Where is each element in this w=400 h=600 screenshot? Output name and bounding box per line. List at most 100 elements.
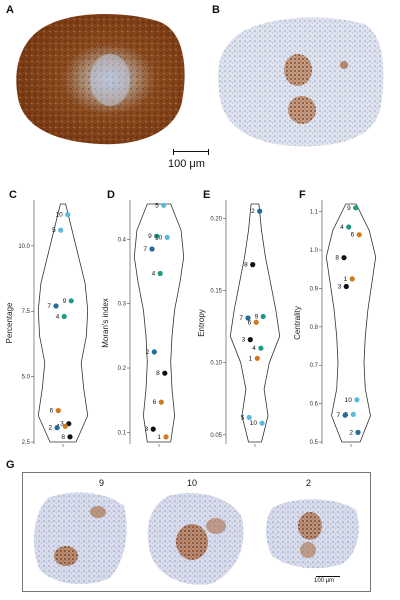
violin-panel-2: 0.1 0.2 0.3 0.4 Moran's index 5 9 10 7 4 2 8 6 3 1 <box>101 200 185 447</box>
violin-outline <box>325 203 377 443</box>
data-point-label-7: 7 <box>47 303 51 310</box>
panel-label-a: A <box>6 4 14 16</box>
data-point-label-1: 1 <box>249 355 253 362</box>
data-point-5 <box>58 227 64 233</box>
data-point-label-5: 5 <box>52 227 56 234</box>
data-point-7 <box>245 315 251 321</box>
data-point-label-9: 9 <box>148 233 152 240</box>
data-point-3 <box>247 337 253 343</box>
y-tick-label: 0.8 <box>310 325 319 331</box>
data-point-10 <box>354 397 360 403</box>
g-label-9: 9 <box>99 478 105 488</box>
panel-label-c: C <box>9 189 17 201</box>
data-point-label-6: 6 <box>351 232 355 239</box>
y-tick-label: 2.5 <box>22 440 31 446</box>
data-point-label-8: 8 <box>244 262 248 269</box>
data-point-3 <box>343 283 349 290</box>
panel-label-b: B <box>212 4 220 16</box>
y-tick-label: 0.3 <box>118 302 127 308</box>
data-point-9 <box>260 313 266 320</box>
data-point-label-3: 3 <box>145 426 149 433</box>
data-point-label-8: 8 <box>61 434 65 441</box>
data-point-label-3: 3 <box>60 421 64 428</box>
y-tick-label: 1.0 <box>310 248 319 254</box>
data-point-label-10: 10 <box>155 234 163 241</box>
scale-bar-top-label: 100 μm <box>168 158 205 170</box>
micrograph-g-2 <box>262 496 362 570</box>
data-point-label-7: 7 <box>143 246 147 253</box>
y-tick-label: 7.5 <box>22 309 31 315</box>
data-point-label-1: 1 <box>344 276 348 283</box>
data-point-7 <box>149 246 155 252</box>
y-axis-label: Entropy <box>197 309 206 337</box>
g-label-10: 10 <box>187 478 198 488</box>
data-point-7 <box>53 303 59 309</box>
data-point-label-9: 9 <box>347 205 351 212</box>
data-point-1 <box>349 276 355 282</box>
data-point-label-3: 3 <box>338 284 342 291</box>
panel-label-e: E <box>203 189 211 201</box>
data-point-label-3: 3 <box>242 337 246 344</box>
violin-outline <box>133 203 185 443</box>
data-point-label-4: 4 <box>340 224 344 231</box>
micrograph-b <box>214 10 390 150</box>
micrograph-g-9-image <box>33 492 127 585</box>
data-point-6 <box>158 399 164 405</box>
data-point-6 <box>55 408 61 414</box>
y-tick-label: 5.0 <box>22 375 31 381</box>
data-point-label-2: 2 <box>146 349 150 356</box>
data-point-2 <box>355 429 361 435</box>
data-point-7 <box>342 412 348 418</box>
y-tick-label: 0.1 <box>118 430 127 436</box>
micrograph-g-9 <box>28 490 130 588</box>
data-point-6 <box>253 319 259 325</box>
micrograph-g-2-image <box>266 499 359 569</box>
violin-plots: 2.55.07.510.0Percentage105974631280.10.2… <box>5 200 377 447</box>
data-point-10 <box>65 211 71 218</box>
data-point-label-6: 6 <box>153 399 157 406</box>
y-axis-label: Moran's index <box>101 298 110 348</box>
data-point-5 <box>161 202 167 208</box>
data-point-3 <box>150 426 156 432</box>
y-tick-label: 10.0 <box>18 244 30 250</box>
panel-g-frame <box>22 472 371 592</box>
y-tick-label: 0.05 <box>210 433 222 439</box>
violin-panel-1: 2.55.07.510.0Percentage10597463128 <box>5 200 89 447</box>
data-point-2 <box>151 349 157 355</box>
data-point-label-7: 7 <box>336 412 340 419</box>
data-point-10 <box>164 234 170 240</box>
data-point-8 <box>162 370 168 376</box>
data-point-9 <box>68 298 74 304</box>
micrograph-g-10-image <box>147 492 244 585</box>
data-point-label-10: 10 <box>345 397 353 404</box>
data-point-label-8: 8 <box>156 370 160 377</box>
data-point-label-4: 4 <box>152 271 156 278</box>
data-point-label-10: 10 <box>250 420 258 427</box>
data-point-label-2: 2 <box>251 208 255 215</box>
data-point-4 <box>61 313 67 320</box>
data-point-label-2: 2 <box>349 429 353 436</box>
data-point-9 <box>154 233 160 239</box>
y-tick-label: 0.6 <box>310 402 319 408</box>
data-point-2 <box>54 425 60 431</box>
data-point-label-10: 10 <box>55 212 63 219</box>
data-point-label-4: 4 <box>56 314 60 321</box>
panel-label-g: G <box>6 459 15 471</box>
data-point-label-6: 6 <box>50 408 54 415</box>
data-point-4 <box>346 224 352 230</box>
scale-bar-top <box>173 149 209 155</box>
data-point-5 <box>350 411 356 417</box>
data-point-label-9: 9 <box>255 314 259 321</box>
data-point-1 <box>254 355 260 361</box>
y-tick-label: 0.5 <box>310 440 319 446</box>
data-point-5 <box>246 414 252 421</box>
data-point-label-9: 9 <box>63 298 67 305</box>
data-point-2 <box>257 208 263 214</box>
violin-panel-4: 0.50.60.70.80.91.01.1Centrality946813105… <box>293 200 377 447</box>
data-point-4 <box>157 270 163 277</box>
y-tick-label: 0.7 <box>310 363 319 369</box>
data-point-label-6: 6 <box>248 319 252 326</box>
micrograph-a <box>10 10 190 148</box>
y-tick-label: 0.15 <box>210 289 222 295</box>
data-point-label-5: 5 <box>241 415 245 422</box>
